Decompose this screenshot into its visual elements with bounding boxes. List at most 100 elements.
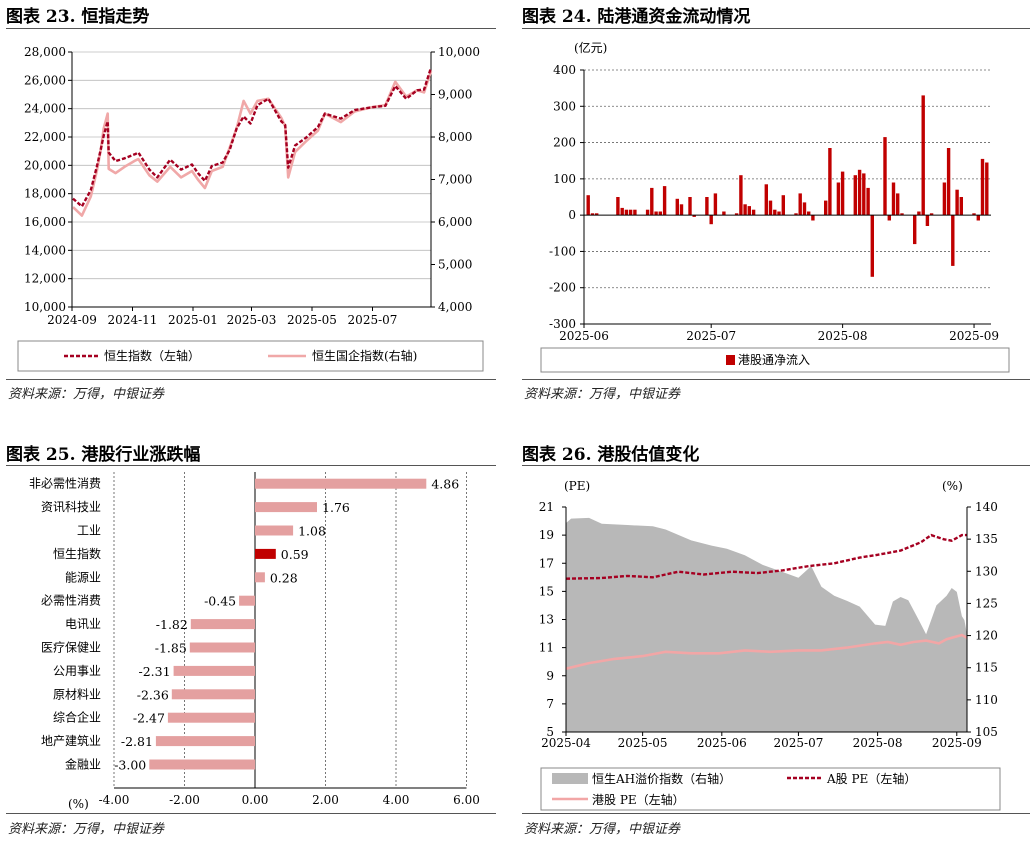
flow-bar <box>951 215 955 266</box>
y-right-tick-label: 105 <box>975 725 998 739</box>
flow-bar <box>764 184 768 216</box>
flow-bar <box>751 209 756 216</box>
category-label: 资讯科技业 <box>41 500 101 514</box>
title-divider <box>522 465 1030 466</box>
sector-bar <box>255 548 276 559</box>
y-right-tick-label: 110 <box>975 693 998 707</box>
y-right-tick-label: 140 <box>975 500 998 514</box>
y-right-tick-label: 8,000 <box>438 130 472 144</box>
sector-bar <box>190 619 255 630</box>
y-tick-label: 300 <box>553 99 576 113</box>
flow-bar <box>722 211 726 216</box>
data-label: -3.00 <box>114 758 146 773</box>
data-label: -2.47 <box>133 711 165 726</box>
data-label: -1.85 <box>155 641 187 656</box>
legend-box <box>540 347 1010 373</box>
source-note: 资料来源：万得，中银证券 <box>524 387 681 402</box>
x-tick-label: 2025-06 <box>559 329 609 343</box>
flow-bar <box>896 193 900 216</box>
category-label: 公用事业 <box>53 664 101 678</box>
source-note: 资料来源：万得，中银证券 <box>8 387 165 402</box>
y-left-tick-label: 24,000 <box>24 102 66 116</box>
flow-bar <box>976 215 980 221</box>
flow-bar <box>654 211 658 216</box>
x-tick-label: -4.00 <box>99 793 130 807</box>
y-tick-label: -100 <box>549 244 576 258</box>
y-left-tick-label: 16,000 <box>24 215 66 229</box>
panel-connect-flows: 图表 24. 陆港通资金流动情况 (亿元) -300 -200 -100 0 100 200… <box>522 2 1030 406</box>
y-left-tick-label: 26,000 <box>24 73 66 87</box>
title-divider <box>6 465 496 466</box>
y-left-tick-label: 28,000 <box>24 45 66 59</box>
flow-bar <box>942 182 947 216</box>
flow-bar <box>883 137 887 216</box>
panel-valuation: 图表 26. 港股估值变化 (PE) (%) 5 7 9 11 13 15 17 19 21 105 1… <box>522 440 1030 842</box>
flow-bar <box>768 200 773 216</box>
source-note: 资料来源：万得，中银证券 <box>8 822 165 837</box>
y-right-tick-label: 6,000 <box>438 215 472 229</box>
flow-bar <box>811 215 815 221</box>
x-tick-label: 2025-03 <box>227 313 277 327</box>
x-tick-label: 2024-09 <box>47 313 97 327</box>
flow-bar <box>743 204 747 216</box>
flow-bar <box>620 207 624 216</box>
y-left-tick-label: 12,000 <box>24 272 66 286</box>
flow-bar <box>688 197 692 216</box>
y-left-tick-label: 22,000 <box>24 130 66 144</box>
y-tick-label: 400 <box>553 63 576 77</box>
data-label: -2.81 <box>121 734 153 749</box>
y-right-tick-label: 125 <box>975 596 998 610</box>
right-unit-label: (%) <box>942 479 963 493</box>
data-label: 4.86 <box>431 477 459 492</box>
category-label: 能源业 <box>65 570 101 584</box>
x-tick-label: 2025-08 <box>853 736 903 750</box>
flow-bar <box>658 211 662 216</box>
data-label: -2.36 <box>137 687 169 702</box>
flow-bar <box>590 213 595 216</box>
category-label: 恒生指数 <box>53 546 101 561</box>
legend-swatch <box>726 355 735 365</box>
flow-bar <box>925 215 930 226</box>
legend-label-hscei: 恒生国企指数(右轴) <box>312 348 417 363</box>
data-label: -2.31 <box>139 664 171 679</box>
flow-bar <box>917 211 921 216</box>
y-right-tick-label: 10,000 <box>438 45 480 59</box>
flow-bar <box>828 148 832 216</box>
x-tick-label: 2025-08 <box>818 329 868 343</box>
flow-bar <box>739 175 743 216</box>
panel-title: 图表 24. 陆港通资金流动情况 <box>522 7 751 27</box>
x-tick-label: 2025-07 <box>686 329 736 343</box>
x-tick-label: 2025-09 <box>932 736 982 750</box>
flow-bar <box>734 213 739 216</box>
legend-label: 港股通净流入 <box>738 353 810 367</box>
category-label: 工业 <box>77 524 101 538</box>
x-tick-label: 2025-09 <box>949 329 999 343</box>
x-tick-label: 2025-05 <box>287 313 337 327</box>
x-tick-label: 2024-11 <box>108 313 158 327</box>
y-right-tick-label: 115 <box>975 661 998 675</box>
flow-bar <box>798 193 802 216</box>
flow-bar <box>713 193 718 216</box>
hsi-line-chart: 10,000 12,000 14,000 16,000 18,000 20,000 22,0… <box>17 45 484 372</box>
sector-bar <box>255 572 265 583</box>
flow-bar <box>929 213 934 216</box>
y-left-tick-label: 14,000 <box>24 243 66 257</box>
x-tick-label: 2025-07 <box>348 313 398 327</box>
flow-bar <box>900 213 904 216</box>
category-label: 金融业 <box>65 757 101 772</box>
flow-bar <box>633 209 637 216</box>
footer-divider <box>522 379 1030 380</box>
footer-divider <box>522 813 1030 814</box>
sector-bar <box>155 736 255 747</box>
flow-bar <box>747 206 751 216</box>
flow-bar <box>959 197 963 216</box>
legend-box <box>540 767 1001 811</box>
y-tick-label: 0 <box>568 208 576 222</box>
flow-bar <box>709 215 713 225</box>
sector-bar <box>239 595 255 606</box>
y-left-tick-label: 21 <box>539 500 554 514</box>
x-tick-label: 2025-07 <box>773 736 823 750</box>
x-tick-label: -2.00 <box>169 793 200 807</box>
flow-bar <box>781 195 785 216</box>
flow-bar <box>662 186 667 216</box>
